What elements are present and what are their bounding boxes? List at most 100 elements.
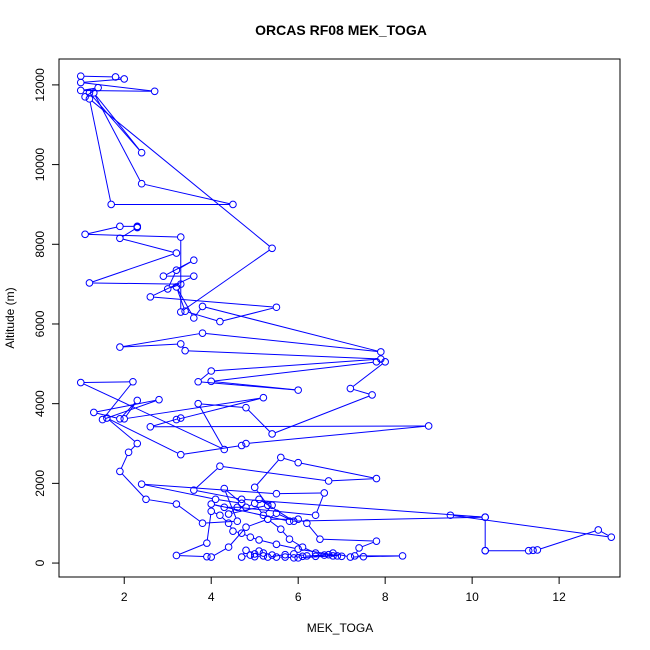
series-segment <box>214 361 374 382</box>
series-segment <box>214 504 222 507</box>
data-point <box>524 546 533 555</box>
series-segment <box>323 538 374 542</box>
data-point <box>85 279 94 287</box>
series-segment <box>127 397 261 419</box>
data-point <box>303 519 311 528</box>
series-segment <box>308 525 319 537</box>
data-point <box>320 489 329 497</box>
series-segment <box>183 249 270 311</box>
data-point <box>372 537 381 545</box>
series-segment <box>84 90 152 92</box>
data-point <box>207 367 216 375</box>
x-tick-label: 10 <box>465 590 479 604</box>
series-segment <box>230 508 236 513</box>
data-point <box>172 266 181 274</box>
data-point <box>272 303 281 312</box>
series-segment <box>205 332 378 353</box>
data-point <box>207 553 216 561</box>
data-point <box>337 552 346 561</box>
series-segment <box>179 543 204 555</box>
data-point <box>281 550 289 559</box>
series-segment <box>195 468 218 489</box>
data-point <box>316 535 324 543</box>
data-point <box>146 293 155 301</box>
data-point <box>272 489 281 498</box>
x-tick-label: 12 <box>552 590 566 604</box>
x-tick-label: 2 <box>121 590 128 604</box>
data-point <box>372 474 381 483</box>
data-point <box>76 78 85 87</box>
data-point <box>320 551 329 559</box>
data-point <box>268 551 276 559</box>
series-segment <box>92 282 178 285</box>
data-point <box>233 503 242 512</box>
data-point <box>377 348 385 356</box>
series-segment <box>214 504 287 521</box>
data-point <box>263 515 272 524</box>
data-point <box>272 553 281 561</box>
data-point <box>137 480 146 488</box>
series-segment <box>256 505 262 513</box>
series-segment <box>195 308 201 316</box>
data-point <box>190 314 198 322</box>
data-point <box>255 495 263 504</box>
series-segment <box>122 228 135 237</box>
data-point <box>272 509 281 518</box>
data-point <box>233 517 242 526</box>
series-segment <box>226 490 240 502</box>
data-point <box>311 549 320 557</box>
data-point <box>220 484 229 493</box>
y-tick-label: 12000 <box>33 68 47 102</box>
series-segment <box>88 233 178 238</box>
data-point <box>303 552 311 560</box>
series-segment <box>316 495 324 513</box>
data-point <box>146 422 155 431</box>
series-segment <box>120 455 128 469</box>
data-point <box>133 396 142 405</box>
data-point <box>324 550 333 559</box>
data-point <box>250 483 259 492</box>
data-point <box>272 540 281 549</box>
data-point <box>533 546 542 554</box>
data-point <box>259 549 268 557</box>
series-segment <box>282 531 288 537</box>
data-point <box>176 233 185 241</box>
series-segment <box>87 89 96 96</box>
series-segment <box>109 419 179 454</box>
data-point <box>198 519 207 528</box>
data-point <box>98 415 107 424</box>
data-point <box>124 448 133 457</box>
data-point <box>133 223 142 232</box>
data-point <box>207 507 216 516</box>
series-segment <box>352 363 383 387</box>
y-tick-label: 0 <box>33 559 47 566</box>
series-segment <box>292 540 300 546</box>
data-point <box>194 377 202 386</box>
data-point <box>176 450 185 459</box>
data-point <box>237 441 246 450</box>
data-point <box>298 543 307 551</box>
series-segment <box>274 395 370 434</box>
data-point <box>107 200 115 209</box>
data-point <box>85 89 94 97</box>
series-segment <box>166 261 192 276</box>
series-segment <box>218 499 239 504</box>
x-axis: 2 4 6 8 10 12 <box>121 576 566 604</box>
data-point <box>372 358 381 366</box>
series-segment <box>540 530 596 550</box>
x-tick-label: 4 <box>208 590 215 604</box>
data-point <box>290 517 298 526</box>
series-segment <box>361 541 374 548</box>
series-segment <box>83 383 222 449</box>
data-point <box>207 500 216 508</box>
y-tick-label: 4000 <box>33 390 47 417</box>
series-segment <box>121 473 145 498</box>
data-point <box>294 545 302 553</box>
data-point <box>346 384 355 393</box>
data-point <box>129 377 137 386</box>
series-segment <box>123 343 178 348</box>
series-segment <box>305 548 313 553</box>
data-point <box>181 307 189 316</box>
data-point <box>346 553 355 561</box>
data-point <box>172 283 181 291</box>
